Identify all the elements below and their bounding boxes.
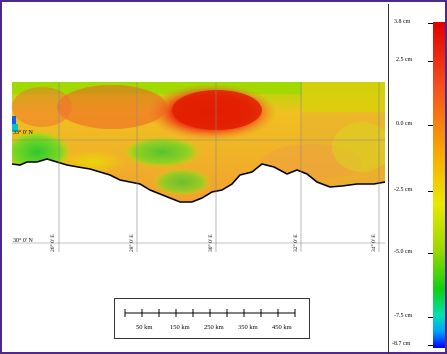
color-legend: 3.8 cm 2.5 cm 0.0 cm -2.5 cm -5.0 cm -7.… [390,4,447,354]
scale-bar: 50 km 150 km 250 km 350 km 450 km [114,298,310,339]
legend-tick [428,61,433,62]
legend-divider [388,4,389,354]
legend-label: 3.8 cm [394,19,411,25]
longitude-label: 28° 0' E [129,234,135,252]
sea-level-map [12,82,385,252]
legend-label: 0.0 cm [396,121,413,127]
legend-tick [428,191,433,192]
scale-label: 350 km [238,324,258,331]
legend-tick [428,23,433,24]
latitude-label: 30° 0' N [13,238,33,244]
longitude-label: 30° 0' E [208,234,214,252]
legend-tick [428,125,433,126]
scale-bar-ruler [124,309,296,317]
scale-label: 150 km [170,324,190,331]
legend-label: -2.5 cm [394,187,413,193]
scale-label: 50 km [136,324,153,331]
scale-label: 250 km [204,324,224,331]
color-ramp [433,22,445,348]
sea-surface-anomaly-field [12,82,385,202]
scale-label: 450 km [272,324,292,331]
legend-tick [428,253,433,254]
coastline [12,158,385,203]
legend-label: -7.5 cm [394,313,413,319]
legend-label: -8.7 cm [392,341,411,347]
longitude-label: 34° 0' E [371,234,377,252]
longitude-label: 26° 0' E [50,234,56,252]
map-panel[interactable]: 33° 0' N 30° 0' N 26° 0' E 28° 0' E 30° … [12,12,385,252]
longitude-label: 32° 0' E [293,234,299,252]
legend-label: -5.0 cm [394,249,413,255]
legend-label: 2.5 cm [396,57,413,63]
legend-tick [428,345,433,346]
graticule [12,82,385,252]
legend-tick [428,317,433,318]
latitude-label: 33° 0' N [13,130,33,136]
